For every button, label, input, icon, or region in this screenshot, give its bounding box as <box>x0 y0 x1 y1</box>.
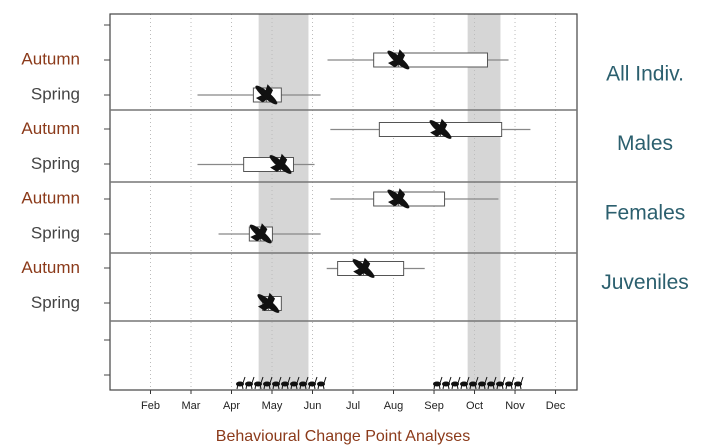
x-axis-title: Behavioural Change Point Analyses <box>216 428 470 445</box>
x-tick-label: Dec <box>546 400 566 412</box>
shaded-range <box>468 14 501 390</box>
row-label: Spring <box>31 84 80 103</box>
x-tick-label: Oct <box>466 400 483 412</box>
x-tick-label: Jul <box>346 400 360 412</box>
animal-silhouette <box>449 377 451 383</box>
row-label: Autumn <box>21 49 80 68</box>
x-tick-label: Mar <box>182 400 201 412</box>
box <box>374 192 445 206</box>
animal-silhouette <box>503 377 505 383</box>
x-tick-label: Nov <box>505 400 525 412</box>
group-label: Males <box>617 132 673 155</box>
row-label: Spring <box>31 223 80 242</box>
animal-silhouette <box>458 377 460 383</box>
animal-silhouette <box>243 377 245 383</box>
row-label: Spring <box>31 293 80 312</box>
x-tick-label: Apr <box>223 400 240 412</box>
plot-frame <box>110 14 577 390</box>
group-label: Juveniles <box>601 271 689 294</box>
row-label: Spring <box>31 154 80 173</box>
row-label: Autumn <box>21 258 80 277</box>
row-label: Autumn <box>21 119 80 138</box>
group-label: Females <box>605 202 686 225</box>
group-label: All Indiv. <box>606 63 684 86</box>
animal-silhouette <box>512 377 514 383</box>
x-tick-label: May <box>262 400 283 412</box>
x-tick-label: Jun <box>304 400 322 412</box>
row-label: Autumn <box>21 188 80 207</box>
x-tick-label: Aug <box>384 400 404 412</box>
animal-silhouette <box>315 377 317 383</box>
chart: Behavioural Change Point Analyses Feb Mar… <box>0 0 709 446</box>
animal-silhouette <box>440 377 442 383</box>
animal-silhouette <box>521 377 523 383</box>
animal-silhouette <box>324 377 326 383</box>
animal-silhouette <box>252 377 254 383</box>
x-tick-label: Sep <box>424 400 444 412</box>
shaded-range <box>259 14 309 390</box>
x-tick-label: Feb <box>141 400 160 412</box>
